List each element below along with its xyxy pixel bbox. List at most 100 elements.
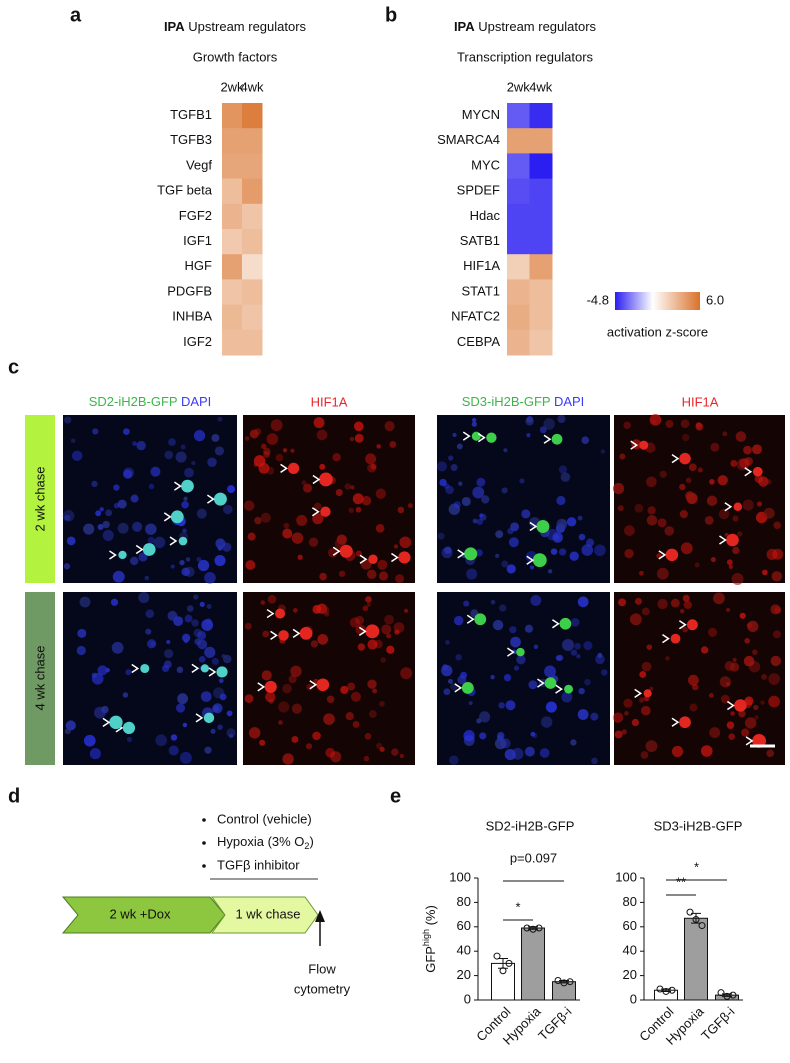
cell xyxy=(355,615,365,625)
cell xyxy=(102,529,114,541)
arrowhead xyxy=(309,680,318,690)
cell xyxy=(581,436,590,444)
cell xyxy=(275,608,286,619)
arrowhead xyxy=(630,440,639,450)
cell xyxy=(694,562,700,568)
cell xyxy=(664,526,675,536)
cell xyxy=(222,542,232,552)
data-point xyxy=(717,989,725,997)
cell xyxy=(335,489,343,497)
row-label: Vegf xyxy=(186,157,212,172)
cell xyxy=(556,518,568,530)
cell xyxy=(594,544,606,557)
cell xyxy=(735,431,747,442)
cell xyxy=(366,569,377,580)
cell xyxy=(710,557,716,563)
cell xyxy=(328,547,338,558)
colorbar-label: activation z-score xyxy=(607,324,708,339)
cell xyxy=(64,728,71,735)
heat-cell xyxy=(222,304,243,331)
cell xyxy=(506,564,516,574)
y-tick-label: 80 xyxy=(623,894,637,909)
column-header: SD3-iH2B-GFP DAPI xyxy=(462,394,585,409)
cell xyxy=(214,446,225,456)
cell xyxy=(211,657,219,665)
cell xyxy=(732,546,740,555)
y-tick-label: 60 xyxy=(457,918,471,933)
cell xyxy=(500,738,511,749)
cell xyxy=(200,664,210,673)
micrograph xyxy=(243,415,415,583)
cell xyxy=(503,448,508,453)
cell xyxy=(570,649,578,656)
cell xyxy=(479,732,487,740)
heat-cell xyxy=(222,153,243,180)
cell xyxy=(170,564,175,569)
cell xyxy=(129,556,139,566)
cell xyxy=(501,487,508,494)
label: DAPI xyxy=(550,394,584,409)
cell xyxy=(453,501,461,509)
cell xyxy=(468,701,473,706)
cell xyxy=(539,748,550,758)
row-label: Hdac xyxy=(470,208,501,223)
cell xyxy=(471,421,477,427)
heat-cell xyxy=(507,229,530,255)
cell xyxy=(122,692,129,698)
cell xyxy=(742,499,754,511)
cell xyxy=(314,502,322,510)
cell xyxy=(144,575,150,581)
cell xyxy=(621,729,627,735)
y-tick-label: 20 xyxy=(623,967,637,982)
cell xyxy=(516,654,526,665)
heat-cell xyxy=(242,304,263,331)
chart-title: IPA Upstream regulators xyxy=(454,19,597,34)
cell xyxy=(130,494,139,503)
cell xyxy=(254,516,262,525)
y-tick-label: 20 xyxy=(457,967,471,982)
cell xyxy=(765,479,772,485)
row-label: MYCN xyxy=(462,107,500,122)
cell xyxy=(722,431,728,437)
cell xyxy=(532,732,538,739)
cell xyxy=(166,639,171,645)
arrowhead xyxy=(726,700,735,711)
cell xyxy=(526,433,531,438)
cell xyxy=(578,533,586,541)
cell xyxy=(244,622,252,630)
cell xyxy=(244,694,254,703)
cell xyxy=(679,608,685,614)
cell xyxy=(577,709,589,720)
cell xyxy=(463,730,475,742)
arrowhead xyxy=(658,550,667,560)
cell xyxy=(680,419,690,429)
cell xyxy=(533,644,539,650)
cell xyxy=(293,608,298,613)
y-tick-label: 60 xyxy=(623,918,637,933)
cell xyxy=(355,624,366,635)
cell xyxy=(176,666,184,674)
cell xyxy=(472,518,478,524)
protocol-diagram: Control (vehicle) Hypoxia (3% O2) TGFβ i… xyxy=(61,811,351,996)
cell xyxy=(679,509,688,519)
cell xyxy=(400,667,413,680)
cell xyxy=(175,451,187,463)
row-label: 4 wk chase xyxy=(32,645,47,710)
cell xyxy=(479,513,487,521)
cell xyxy=(680,542,693,555)
cell xyxy=(639,671,647,678)
label: Hypoxia (3% O xyxy=(217,834,304,849)
cell xyxy=(83,734,96,747)
cell xyxy=(472,486,485,499)
cell xyxy=(601,669,608,676)
cell xyxy=(266,433,279,445)
cell xyxy=(376,444,381,449)
cell xyxy=(623,698,633,708)
cell xyxy=(395,574,405,584)
cell xyxy=(265,691,276,703)
arrowhead xyxy=(280,463,288,473)
cell xyxy=(312,513,324,525)
y-axis-label: GFPhigh (%) xyxy=(421,905,438,973)
cell xyxy=(508,537,519,548)
error-bar xyxy=(498,958,508,969)
